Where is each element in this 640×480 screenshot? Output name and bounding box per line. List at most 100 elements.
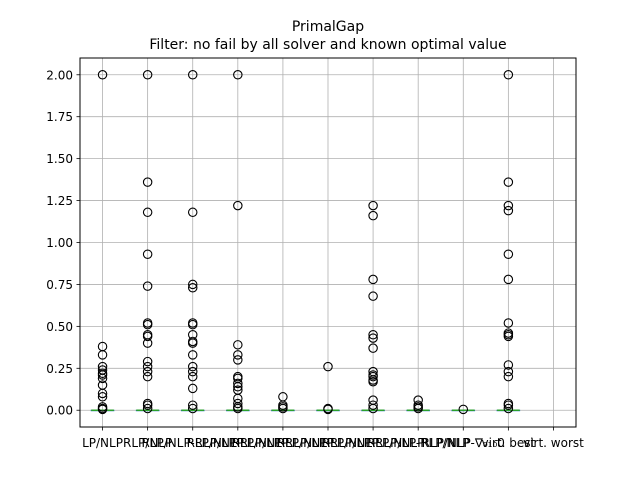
outlier-point [97,392,108,402]
grid-lines [80,58,576,427]
outlier-point [278,403,288,414]
outlier-point [233,70,243,80]
outlier-point [503,70,514,80]
y-tick-label: 1.50 [46,152,73,166]
y-tick-label: 0.75 [46,278,73,292]
y-tick-label: 1.25 [46,194,73,208]
outlier-point [142,249,153,259]
outlier-point [458,404,469,415]
outlier-point [503,318,514,328]
x-tick-label: RLP/NLP-∇₀₁₀0 [422,436,505,450]
outlier-point [233,340,243,350]
outlier-point [97,70,108,80]
outlier-point [368,343,378,353]
outlier-point [142,177,153,187]
chart-subtitle: Filter: no fail by all solver and known … [149,37,506,53]
outlier-point [97,404,108,415]
x-axis-ticks: LP/NLP RLP/NLPRLP/NLP-RLP/NLPRLP/NLP-RLP/… [82,427,584,450]
outlier-point [142,70,153,80]
outlier-point [368,403,378,414]
outlier-point [233,355,243,365]
outlier-point [233,200,243,211]
outlier-point [503,177,514,187]
outlier-point [233,398,243,409]
y-tick-label: 0.25 [46,362,73,376]
x-tick-label: virt. best [482,436,536,450]
outlier-point [187,338,198,348]
outlier-point [503,403,514,414]
outlier-point [97,350,108,360]
chart-title: PrimalGap [292,19,364,35]
outlier-point [142,356,153,367]
outlier-point [323,404,333,415]
outlier-point [187,371,198,382]
outlier-point [368,274,378,285]
outlier-point [503,200,514,211]
outlier-point [97,373,108,384]
outlier-point [368,329,378,340]
x-tick-label: virt. worst [523,436,584,450]
outlier-point [503,274,514,285]
x-tick-label: RLP/NLP [123,436,172,450]
outlier-point [503,400,514,410]
outlier-point [187,383,198,394]
outlier-point [503,249,514,259]
outlier-point [142,371,153,382]
outlier-point [368,210,378,221]
outlier-point [503,331,514,342]
y-tick-label: 1.75 [46,110,73,124]
x-tick-label: RLP/NLP-RLP/NLP [232,436,334,450]
outlier-point [142,207,153,218]
outlier-point [187,366,198,377]
outlier-point [97,388,108,399]
outlier-point [187,207,198,218]
outlier-point [187,361,198,372]
outlier-point [503,366,514,377]
x-tick-label: LP/NLP [82,436,123,450]
outlier-point [413,403,423,414]
outlier-point [97,370,108,380]
y-tick-label: 0.00 [46,404,73,418]
outlier-point [368,333,378,343]
outlier-point [142,400,153,410]
outlier-point [142,366,153,377]
outlier-point [142,403,153,414]
outlier-point [187,283,198,293]
outlier-point [233,378,243,389]
y-axis-ticks: 0.00 0.25 0.50 0.75 1.00 1.25 1.50 1.75 2.00 [46,68,80,418]
outlier-point [233,350,243,360]
x-tick-label: RLP/NLP-RLP/NLP [367,436,469,450]
outlier-point [142,319,153,330]
outlier-point [503,205,514,216]
outlier-point [368,200,378,211]
outlier-point [187,403,198,414]
outlier-point [368,400,378,410]
x-tick-label: RLP/NLP-RLP/NLP [322,436,424,450]
x-tick-label: RLP/NLP-RLP/NLP [277,436,379,450]
y-tick-label: 2.00 [46,68,73,82]
x-tick-label: RLP/NLP-RLP/NLP [141,436,243,450]
y-tick-label: 1.00 [46,236,73,250]
outlier-point [187,400,198,410]
y-tick-label: 0.50 [46,320,73,334]
outlier-point [233,381,243,392]
outlier-point [142,281,153,291]
x-tick-label: RLP/NLP-RLP/NLP [187,436,289,450]
outlier-point [142,331,153,342]
outlier-point [368,371,378,382]
outlier-point [368,291,378,301]
outlier-point [142,338,153,348]
outlier-point [233,403,243,414]
outlier-point [187,319,198,330]
outlier-point [323,361,333,372]
outlier-point [503,360,514,370]
outlier-point [503,371,514,382]
outlier-point [187,279,198,290]
outlier-point [142,361,153,372]
outlier-point [187,350,198,360]
outlier-point [187,70,198,80]
outlier-points [97,70,514,415]
outlier-point [368,376,378,387]
